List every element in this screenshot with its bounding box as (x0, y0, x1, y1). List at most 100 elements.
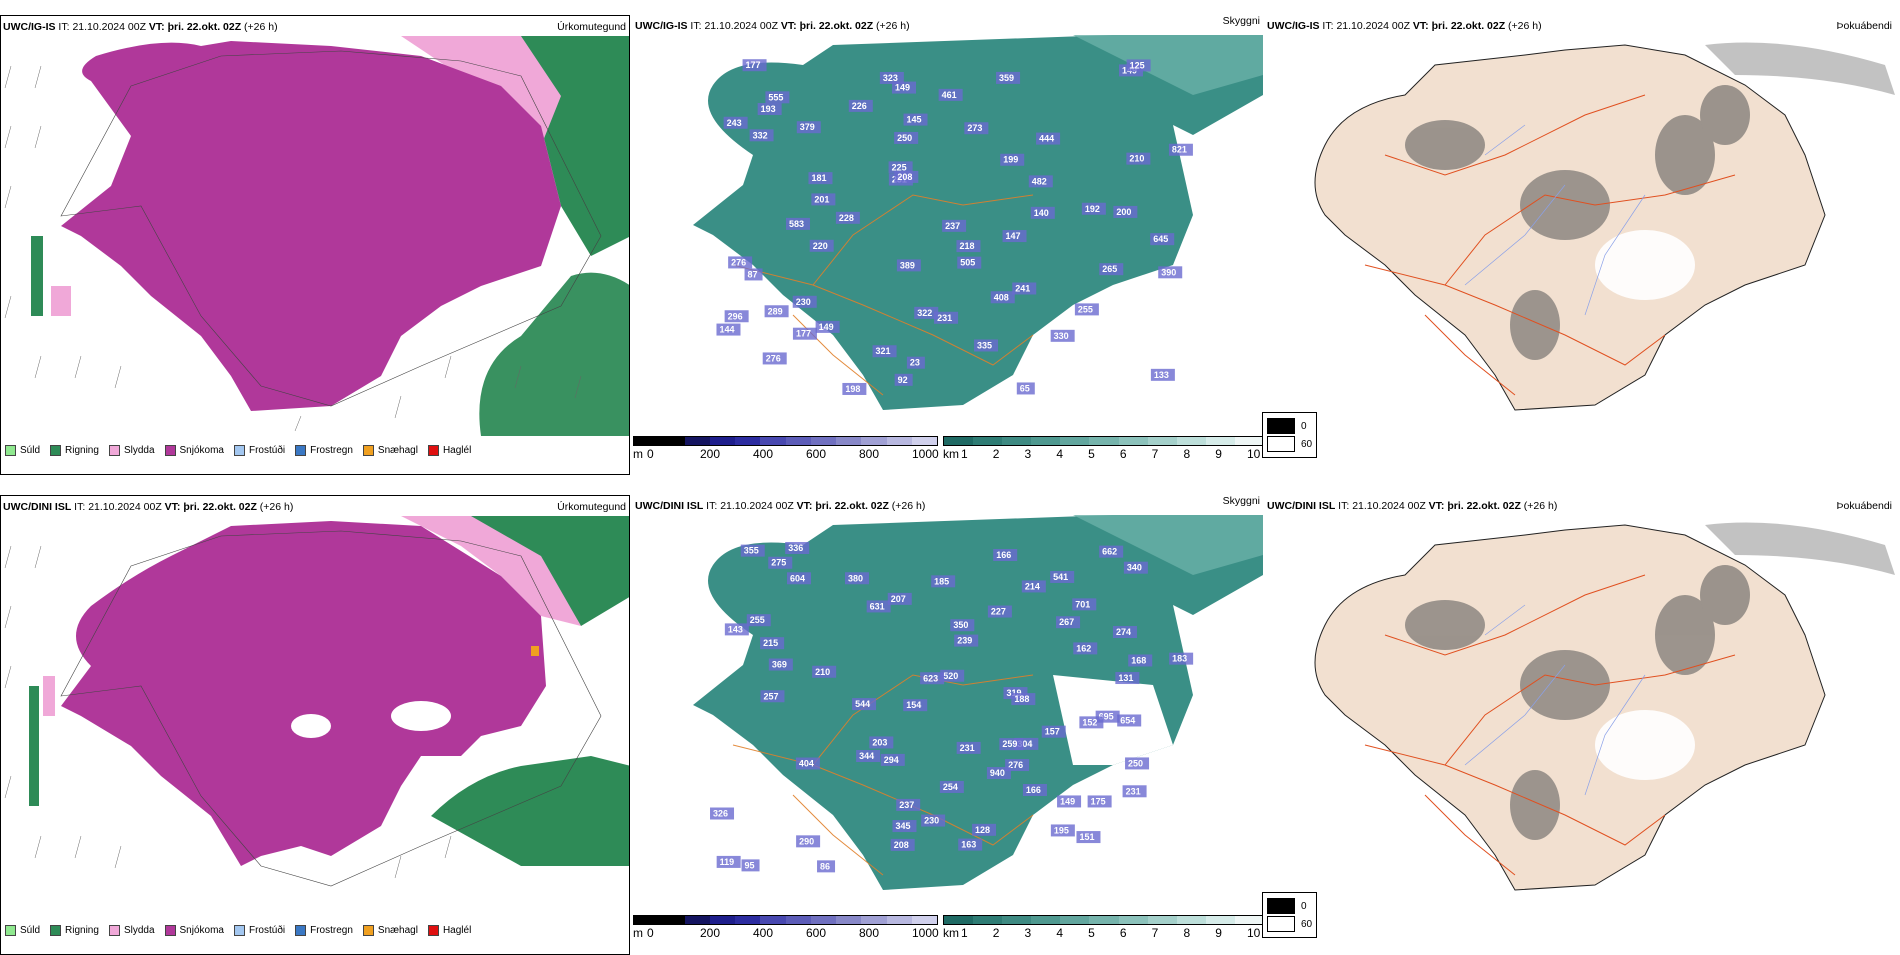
legend-item: Frostregn (295, 445, 353, 456)
visibility-label: 623 (923, 673, 938, 683)
colorbar-tick: 7 (1151, 447, 1159, 461)
colorbar-swatch (735, 916, 761, 924)
colorbar-swatch (1205, 437, 1235, 445)
visibility-blob (894, 131, 919, 144)
legend-item: Frostúði (233, 925, 285, 936)
colorbar-swatches (943, 915, 1265, 925)
visibility-blob (939, 780, 964, 793)
colorbar-swatch (886, 916, 912, 924)
visibility-blob (996, 71, 1021, 84)
visibility-label: 185 (934, 576, 949, 586)
visibility-label: 195 (1054, 825, 1069, 835)
visibility-label: 133 (1154, 370, 1169, 380)
visibility-blob (1041, 725, 1066, 738)
visibility-label: 389 (900, 260, 915, 270)
visibility-label: 87 (748, 269, 758, 279)
visibility-blob (716, 855, 741, 868)
visibility-label: 408 (994, 292, 1009, 302)
visibility-blob (710, 807, 735, 820)
visibility-blob (880, 753, 905, 766)
visibility-blob (888, 161, 913, 174)
visibility-label: 255 (750, 615, 765, 625)
colorbar-swatch (1031, 437, 1061, 445)
visibility-blob (746, 614, 771, 627)
visibility-label: 162 (1076, 643, 1091, 653)
visibility-label: 273 (967, 123, 982, 133)
visibility-label: 482 (1032, 176, 1047, 186)
visibility-blob (795, 757, 820, 770)
colorbar-swatch (785, 437, 811, 445)
visibility-blob (812, 665, 837, 678)
visibility-label: 230 (796, 297, 811, 307)
colorbar-tick: 6 (1119, 447, 1127, 461)
visibility-label: 276 (1008, 760, 1023, 770)
colorbar-tick: 2 (992, 926, 1000, 940)
visibility-blob (890, 838, 915, 851)
visibility-blob (760, 637, 785, 650)
visibility-blob (950, 619, 975, 632)
visibility-label: 379 (800, 122, 815, 132)
colorbar-swatch (944, 437, 974, 445)
visibility-label: 335 (977, 340, 992, 350)
visibility-blob (1005, 759, 1030, 772)
visibility-label: 276 (766, 353, 781, 363)
colorbar-tick: 8 (1183, 926, 1191, 940)
colorbar-swatch (861, 437, 887, 445)
colorbar-swatch (886, 437, 912, 445)
visibility-label: 275 (771, 558, 786, 568)
colorbar-tick: 4 (1056, 447, 1064, 461)
visibility-blob (785, 542, 810, 555)
visibility-label: 330 (1054, 331, 1069, 341)
visibility-label: 237 (899, 800, 914, 810)
visibility-blob (999, 738, 1024, 751)
visibility-label: 92 (898, 375, 908, 385)
fog-legend-row2: 0 60 (1262, 892, 1318, 938)
legend-item: Frostúði (233, 445, 285, 456)
visibility-blob (942, 219, 967, 232)
visibility-label: 267 (1059, 617, 1074, 627)
visibility-label: 404 (799, 759, 814, 769)
visibility-blob (724, 310, 749, 323)
colorbar-swatch (810, 916, 836, 924)
visibility-label: 294 (884, 755, 899, 765)
visibility-label: 218 (959, 241, 974, 251)
visibility-blob (934, 311, 959, 324)
visibility-label: 226 (852, 101, 867, 111)
visibility-blob (835, 211, 860, 224)
visibility-label: 321 (876, 346, 891, 356)
visibility-blob (856, 750, 881, 763)
visibility-label: 125 (1130, 60, 1145, 70)
colorbar-swatch (944, 916, 974, 924)
visibility-label: 220 (813, 241, 828, 251)
visibility-blob (869, 736, 894, 749)
legend-item: Snjókoma (164, 925, 224, 936)
visibility-blob (956, 240, 981, 253)
visibility-label: 254 (943, 782, 958, 792)
visibility-blob (764, 305, 789, 318)
legend-item: Slydda (108, 925, 155, 936)
visibility-blob (1158, 266, 1183, 279)
visibility-blob (740, 544, 765, 557)
visibility-label: 200 (1116, 207, 1131, 217)
visibility-label: 259 (1002, 739, 1017, 749)
precip-map (1, 36, 629, 436)
visibility-label: 168 (1131, 655, 1146, 665)
visibility-label: 631 (870, 601, 885, 611)
colorbar-unit: km (943, 926, 959, 940)
visibility-blob (1050, 329, 1075, 342)
visibility-label: 583 (789, 219, 804, 229)
visibility-blob (1117, 714, 1142, 727)
visibility-label: 65 (1020, 383, 1030, 393)
panel-title: Úrkomutegund (557, 501, 626, 513)
visibility-blob (796, 835, 821, 848)
visibility-blob (809, 239, 834, 252)
colorbar-tick: 600 (806, 447, 827, 461)
visibility-blob (894, 373, 913, 386)
colorbar-tick: 0 (647, 447, 654, 461)
visibility-label: 152 (1082, 717, 1097, 727)
visibility-label: 340 (1127, 563, 1142, 573)
visibility-label: 147 (1006, 231, 1021, 241)
visibility-label: 276 (731, 257, 746, 267)
elevation-colorbar-row1: m 0 200 400 600 800 1000 (633, 436, 939, 461)
visibility-blob (993, 549, 1018, 562)
